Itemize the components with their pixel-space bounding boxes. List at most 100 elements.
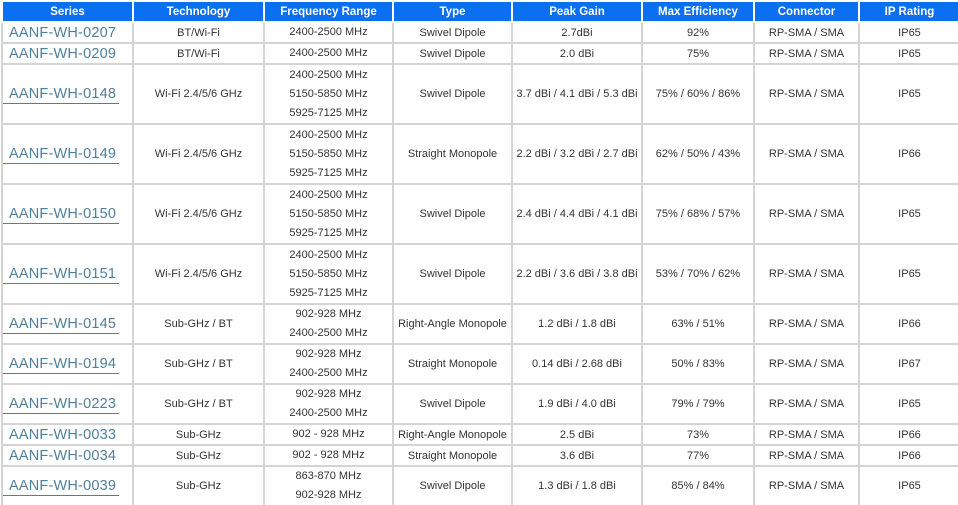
peak-gain-cell: 1.3 dBi / 1.8 dBi <box>511 465 643 505</box>
max-efficiency-cell: 75% <box>641 42 755 65</box>
ip-rating-cell: IP66 <box>858 423 958 446</box>
ip-rating-cell: IP66 <box>858 303 958 345</box>
connector-cell: RP-SMA / SMA <box>753 465 860 505</box>
series-cell: AANF-WH-0033 <box>1 423 134 446</box>
series-link[interactable]: AANF-WH-0148 <box>4 86 120 104</box>
series-cell: AANF-WH-0209 <box>1 42 134 65</box>
column-header-type: Type <box>392 0 513 23</box>
type-cell: Straight Monopole <box>392 343 513 385</box>
max-efficiency-cell: 62% / 50% / 43% <box>641 123 755 185</box>
series-link[interactable]: AANF-WH-0034 <box>4 447 120 464</box>
type-cell: Right-Angle Monopole <box>392 423 513 446</box>
frequency-range-cell: 863-870 MHz 902-928 MHz <box>263 465 394 505</box>
series-link[interactable]: AANF-WH-0149 <box>4 146 120 164</box>
frequency-range-cell: 2400-2500 MHz <box>263 42 394 65</box>
technology-cell: Sub-GHz <box>132 444 265 467</box>
connector-cell: RP-SMA / SMA <box>753 423 860 446</box>
series-link[interactable]: AANF-WH-0039 <box>4 478 120 496</box>
frequency-line: 863-870 MHz <box>295 470 362 482</box>
ip-rating-cell: IP66 <box>858 123 958 185</box>
type-cell: Right-Angle Monopole <box>392 303 513 345</box>
table-row: AANF-WH-0039 Sub-GHz 863-870 MHz 902-928 … <box>1 465 958 505</box>
table-row: AANF-WH-0207 BT/Wi-Fi 2400-2500 MHz Swiv… <box>1 21 958 44</box>
series-link[interactable]: AANF-WH-0145 <box>4 316 120 334</box>
ip-rating-cell: IP65 <box>858 383 958 425</box>
max-efficiency-cell: 75% / 60% / 86% <box>641 63 755 125</box>
series-link[interactable]: AANF-WH-0207 <box>4 24 120 41</box>
table-row: AANF-WH-0194 Sub-GHz / BT 902-928 MHz 240… <box>1 343 958 385</box>
ip-rating-cell: IP65 <box>858 42 958 65</box>
peak-gain-cell: 2.5 dBi <box>511 423 643 446</box>
frequency-line: 2400-2500 MHz <box>289 26 368 38</box>
table-header: Series Technology Frequency Range Type P… <box>1 0 958 23</box>
frequency-line: 2400-2500 MHz <box>289 68 368 81</box>
technology-cell: Sub-GHz / BT <box>132 343 265 385</box>
connector-cell: RP-SMA / SMA <box>753 444 860 467</box>
series-cell: AANF-WH-0149 <box>1 123 134 185</box>
series-cell: AANF-WH-0150 <box>1 183 134 245</box>
series-cell: AANF-WH-0194 <box>1 343 134 385</box>
ip-rating-cell: IP65 <box>858 465 958 505</box>
series-cell: AANF-WH-0039 <box>1 465 134 505</box>
max-efficiency-cell: 85% / 84% <box>641 465 755 505</box>
series-cell: AANF-WH-0223 <box>1 383 134 425</box>
frequency-line: 902-928 MHz <box>295 489 362 501</box>
technology-cell: BT/Wi-Fi <box>132 21 265 44</box>
frequency-range-cell: 2400-2500 MHz 5150-5850 MHz 5925-7125 MHz <box>263 123 394 185</box>
max-efficiency-cell: 75% / 68% / 57% <box>641 183 755 245</box>
series-cell: AANF-WH-0034 <box>1 444 134 467</box>
header-row: Series Technology Frequency Range Type P… <box>1 0 958 23</box>
technology-cell: Sub-GHz / BT <box>132 303 265 345</box>
series-link[interactable]: AANF-WH-0209 <box>4 45 120 62</box>
peak-gain-cell: 1.9 dBi / 4.0 dBi <box>511 383 643 425</box>
series-link[interactable]: AANF-WH-0033 <box>4 426 120 443</box>
frequency-range-cell: 902 - 928 MHz <box>263 444 394 467</box>
column-header-series: Series <box>1 0 134 23</box>
peak-gain-cell: 2.0 dBi <box>511 42 643 65</box>
ip-rating-cell: IP65 <box>858 243 958 305</box>
frequency-range-cell: 2400-2500 MHz 5150-5850 MHz 5925-7125 MHz <box>263 243 394 305</box>
table-row: AANF-WH-0033 Sub-GHz 902 - 928 MHz Right… <box>1 423 958 446</box>
peak-gain-cell: 3.7 dBi / 4.1 dBi / 5.3 dBi <box>511 63 643 125</box>
technology-cell: Wi-Fi 2.4/5/6 GHz <box>132 63 265 125</box>
series-cell: AANF-WH-0148 <box>1 63 134 125</box>
frequency-range-cell: 2400-2500 MHz 5150-5850 MHz 5925-7125 MHz <box>263 183 394 245</box>
max-efficiency-cell: 53% / 70% / 62% <box>641 243 755 305</box>
frequency-line: 2400-2500 MHz <box>289 47 368 59</box>
frequency-range-cell: 2400-2500 MHz <box>263 21 394 44</box>
series-cell: AANF-WH-0151 <box>1 243 134 305</box>
table-row: AANF-WH-0223 Sub-GHz / BT 902-928 MHz 240… <box>1 383 958 425</box>
series-link[interactable]: AANF-WH-0223 <box>4 396 120 414</box>
series-link[interactable]: AANF-WH-0194 <box>4 356 120 374</box>
series-link[interactable]: AANF-WH-0151 <box>4 266 120 284</box>
series-cell: AANF-WH-0145 <box>1 303 134 345</box>
frequency-line: 5925-7125 MHz <box>289 286 368 299</box>
max-efficiency-cell: 63% / 51% <box>641 303 755 345</box>
peak-gain-cell: 3.6 dBi <box>511 444 643 467</box>
ip-rating-cell: IP65 <box>858 63 958 125</box>
technology-cell: Sub-GHz <box>132 465 265 505</box>
table-body: AANF-WH-0207 BT/Wi-Fi 2400-2500 MHz Swiv… <box>1 21 958 505</box>
type-cell: Swivel Dipole <box>392 243 513 305</box>
max-efficiency-cell: 79% / 79% <box>641 383 755 425</box>
max-efficiency-cell: 50% / 83% <box>641 343 755 385</box>
peak-gain-cell: 2.2 dBi / 3.6 dBi / 3.8 dBi <box>511 243 643 305</box>
type-cell: Swivel Dipole <box>392 465 513 505</box>
frequency-line: 902-928 MHz <box>295 308 362 320</box>
max-efficiency-cell: 77% <box>641 444 755 467</box>
technology-cell: Sub-GHz / BT <box>132 383 265 425</box>
frequency-line: 2400-2500 MHz <box>289 407 368 419</box>
frequency-line: 5925-7125 MHz <box>289 106 368 119</box>
connector-cell: RP-SMA / SMA <box>753 383 860 425</box>
connector-cell: RP-SMA / SMA <box>753 243 860 305</box>
table-row: AANF-WH-0145 Sub-GHz / BT 902-928 MHz 240… <box>1 303 958 345</box>
connector-cell: RP-SMA / SMA <box>753 42 860 65</box>
peak-gain-cell: 2.4 dBi / 4.4 dBi / 4.1 dBi <box>511 183 643 245</box>
peak-gain-cell: 2.2 dBi / 3.2 dBi / 2.7 dBi <box>511 123 643 185</box>
table-row: AANF-WH-0034 Sub-GHz 902 - 928 MHz Strai… <box>1 444 958 467</box>
peak-gain-cell: 0.14 dBi / 2.68 dBi <box>511 343 643 385</box>
connector-cell: RP-SMA / SMA <box>753 123 860 185</box>
series-link[interactable]: AANF-WH-0150 <box>4 206 120 224</box>
frequency-line: 902 - 928 MHz <box>292 428 365 440</box>
